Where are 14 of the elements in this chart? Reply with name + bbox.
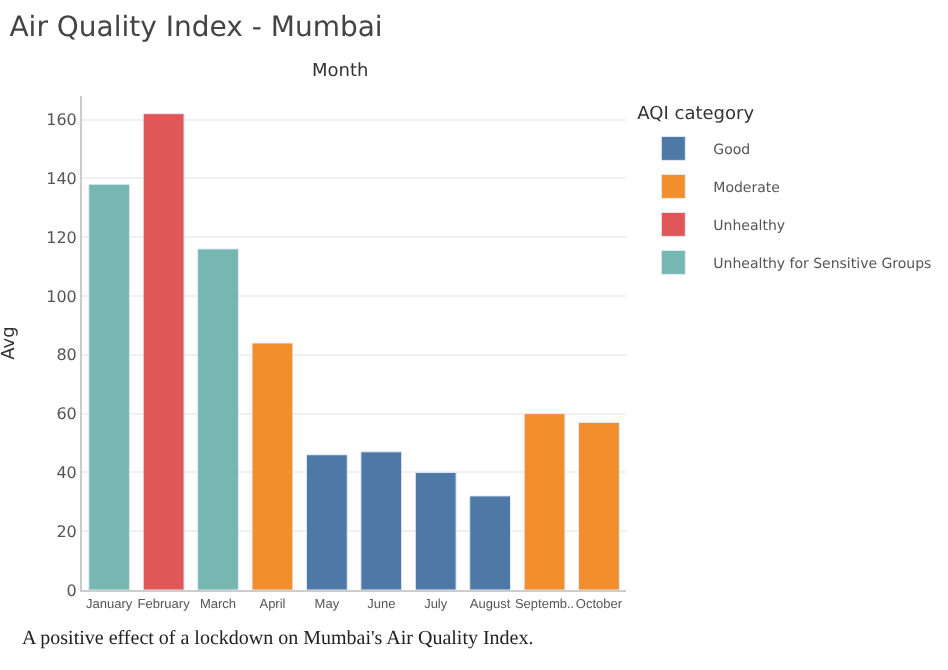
chart-title: Air Quality Index - Mumbai — [9, 12, 383, 45]
y-tick-label: 40 — [56, 463, 77, 482]
y-tick-label: 160 — [46, 111, 77, 130]
y-tick-label: 60 — [56, 405, 77, 424]
y-axis-title: Avg — [0, 326, 20, 360]
y-tick-label: 140 — [46, 169, 77, 188]
text: A positive effect of a lockdown on Mumbai's Air Quality Index. — [22, 628, 534, 650]
y-tick-label: 80 — [56, 346, 77, 365]
y-tick-label: 120 — [46, 228, 77, 247]
legend-title: AQI category — [637, 105, 756, 126]
y-tick-label: 0 — [66, 581, 77, 600]
y-tick-label: 100 — [46, 287, 77, 306]
x-axis-title: Month — [312, 62, 369, 82]
y-tick-label: 20 — [56, 522, 77, 541]
